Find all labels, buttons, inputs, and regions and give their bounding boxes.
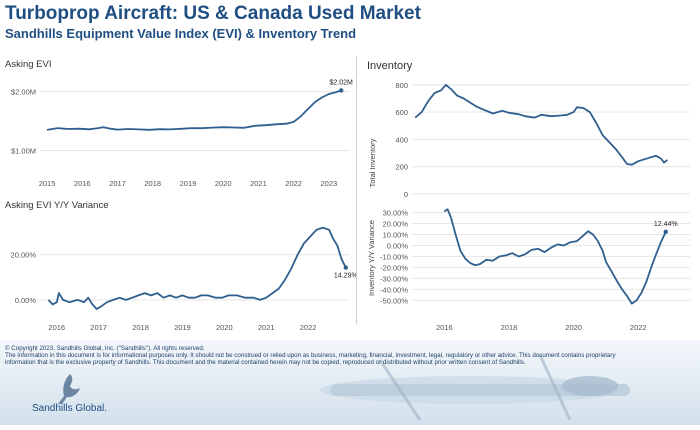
y-tick-label: 0.00% (387, 241, 409, 250)
end-point-marker (343, 265, 349, 270)
end-value-label: $2.02M (330, 79, 354, 86)
footer-disclaimer-line-2: information that is the exclusive proper… (5, 359, 526, 366)
x-tick-label: 2019 (174, 323, 191, 332)
y-tick-label: -30.00% (380, 274, 408, 283)
x-tick-label: 2020 (216, 323, 233, 332)
page-title: Turboprop Aircraft: US & Canada Used Mar… (5, 3, 421, 24)
inventory-yoy-chart: Inventory Y/Y Variance 30.00% 20.00% 10.00… (367, 208, 690, 332)
x-tick-label: 2018 (132, 323, 149, 332)
y-tick-label: 400 (395, 135, 408, 144)
series-line (47, 226, 347, 310)
asking-evi-yoy-chart: Asking EVI Y/Y Variance 20.00% 0.00% 2016 2… (5, 200, 356, 332)
x-tick-label: 2022 (285, 179, 302, 188)
y-tick-label: 600 (395, 108, 408, 117)
y-tick-label: -40.00% (380, 285, 408, 294)
end-point-marker (338, 88, 344, 93)
y-tick-label: -50.00% (380, 296, 408, 305)
logo-text: Sandhills Global. (32, 403, 108, 414)
chart-title: Asking EVI Y/Y Variance (5, 200, 109, 211)
series-line (414, 83, 668, 166)
y-tick-label: $2.00M (11, 88, 36, 97)
x-tick-label: 2021 (258, 323, 275, 332)
x-tick-label: 2018 (501, 323, 518, 332)
y-tick-label: $1.00M (11, 146, 36, 155)
x-tick-label: 2019 (180, 179, 197, 188)
x-tick-label: 2016 (48, 323, 65, 332)
inventory-chart: Inventory Total Inventory 800 600 400 200 0 (367, 60, 690, 199)
footer-disclaimer-line-1: The information in this document is for … (5, 352, 616, 359)
y-tick-label: 20.00% (11, 251, 37, 260)
x-tick-label: 2017 (90, 323, 107, 332)
y-tick-label: -20.00% (380, 263, 408, 272)
x-tick-label: 2020 (565, 323, 582, 332)
series-line (46, 89, 342, 131)
y-tick-label: 20.00% (383, 220, 409, 229)
end-value-label: 14.29% (334, 273, 356, 280)
end-value-label: 12.44% (654, 221, 678, 228)
x-tick-label: 2015 (39, 179, 56, 188)
y-tick-label: 30.00% (383, 209, 409, 218)
series-line (443, 208, 667, 305)
x-tick-label: 2016 (436, 323, 453, 332)
y-tick-label: 0.00% (15, 296, 37, 305)
end-point-marker (663, 229, 668, 235)
y-tick-label: 200 (395, 163, 408, 172)
asking-evi-chart: Asking EVI $2.00M $1.00M 2015 2016 2017 2018 2… (5, 59, 354, 188)
page-subtitle: Sandhills Equipment Value Index (EVI) & … (5, 26, 357, 41)
turboprop-airplane-image (320, 354, 630, 421)
x-tick-label: 2022 (630, 323, 647, 332)
x-tick-label: 2023 (321, 179, 338, 188)
crane-bird-logo (58, 374, 80, 404)
chart-title: Asking EVI (5, 59, 51, 70)
footer-copyright: © Copyright 2023, Sandhills Global, Inc.… (5, 345, 205, 352)
x-tick-label: 2018 (144, 179, 161, 188)
y-tick-label: 10.00% (383, 231, 409, 240)
y-tick-label: -10.00% (380, 252, 408, 261)
footer-banner (0, 340, 700, 425)
y-tick-label: 800 (395, 81, 408, 90)
x-tick-label: 2020 (215, 179, 232, 188)
chart-title: Inventory (367, 60, 413, 72)
y-tick-label: 0 (404, 190, 408, 199)
y-axis-label: Total Inventory (368, 138, 377, 187)
x-tick-label: 2017 (109, 179, 126, 188)
y-axis-label: Inventory Y/Y Variance (367, 220, 376, 296)
x-tick-label: 2022 (300, 323, 317, 332)
x-tick-label: 2016 (74, 179, 91, 188)
x-tick-label: 2021 (250, 179, 267, 188)
panel-divider (356, 56, 357, 324)
